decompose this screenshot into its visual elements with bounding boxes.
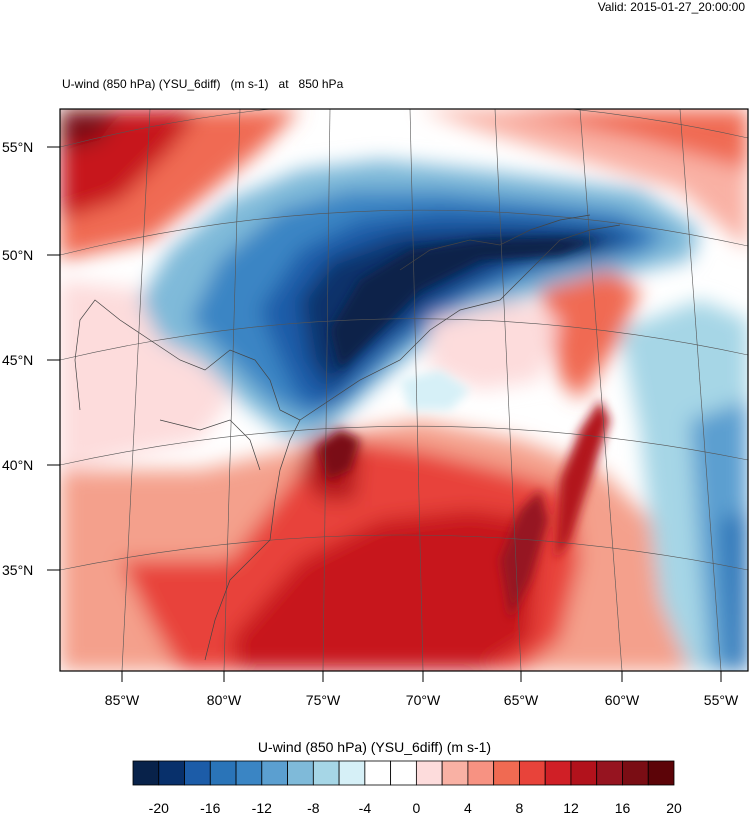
colorbar-tick-label: -16: [200, 800, 221, 816]
field-detail: [318, 238, 610, 620]
colorbar-box: [415, 760, 443, 786]
lon-label-80: 80°W: [207, 692, 242, 708]
map-title-field: U-wind (850 hPa) (YSU_6diff): [62, 77, 221, 91]
map-title-units: (m s-1): [230, 77, 269, 91]
longitude-line-75: [322, 109, 331, 671]
lon-label-65: 65°W: [504, 692, 539, 708]
longitude-line-85: [121, 109, 151, 671]
lon-ticks: [121, 671, 722, 682]
lat-label-45: 45°N: [2, 352, 33, 368]
colorbar-box: [544, 760, 572, 786]
colorbar-box: [287, 760, 314, 786]
colorbar-tick-label: 0: [412, 800, 421, 816]
colorbar-box: [209, 760, 237, 786]
colorbar: [132, 760, 675, 786]
longitude-line-65: [494, 109, 522, 671]
colorbar-box: [441, 760, 469, 786]
longitude-line-60: [579, 109, 623, 671]
lat-label-55: 55°N: [2, 139, 33, 155]
colorbar-tick-label: 4: [463, 800, 472, 816]
colorbar-box: [158, 760, 185, 786]
latitude-line-55: [60, 109, 748, 148]
coastlines: [74, 214, 621, 661]
latitude-line-40: [60, 425, 748, 466]
latitude-line-50: [60, 209, 748, 256]
map-frame: [59, 108, 749, 672]
colorbar-tick-label: -12: [251, 800, 272, 816]
colorbar-tick-label: 20: [666, 800, 682, 816]
colorbar-box: [622, 760, 649, 786]
valid-time: Valid: 2015-01-27_20:00:00: [597, 0, 745, 14]
latitude-line-45: [60, 318, 748, 361]
colorbar-tick-label: -8: [307, 800, 320, 816]
colorbar-box: [647, 760, 675, 786]
colorbar-box: [596, 760, 623, 786]
colorbar-tick-label: -4: [358, 800, 372, 816]
map-title: U-wind (850 hPa) (YSU_6diff) (m s-1) at 850…: [62, 77, 353, 91]
colorbar-box: [184, 760, 211, 786]
colorbar-tick-label: 16: [614, 800, 631, 816]
longitude-line-55: [679, 109, 722, 671]
colorbar-box: [338, 760, 366, 786]
colorbar-box: [467, 760, 495, 786]
lon-label-75: 75°W: [306, 692, 341, 708]
lon-label-85: 85°W: [105, 692, 140, 708]
lon-label-60: 60°W: [605, 692, 640, 708]
lat-label-50: 50°N: [2, 247, 33, 263]
wind-field: [60, 109, 748, 671]
colorbar-box: [519, 760, 546, 786]
longitude-line-70: [409, 109, 424, 671]
latitude-line-35: [60, 534, 748, 571]
colorbar-box: [364, 760, 392, 786]
colorbar-box: [390, 760, 417, 786]
colorbar-box: [493, 760, 520, 786]
map-title-at: at: [278, 77, 289, 91]
lat-label-40: 40°N: [2, 457, 33, 473]
colorbar-box: [261, 760, 288, 786]
lon-label-55: 55°W: [704, 692, 739, 708]
colorbar-tick-label: -20: [148, 800, 169, 816]
graticule: [60, 109, 748, 671]
colorbar-tick-label: 12: [563, 800, 579, 816]
colorbar-tick-label: 8: [515, 800, 524, 816]
colorbar-title: U-wind (850 hPa) (YSU_6diff) (m s-1): [257, 739, 492, 755]
longitude-line-80: [223, 109, 241, 671]
lat-label-35: 35°N: [2, 562, 33, 578]
lon-label-70: 70°W: [406, 692, 441, 708]
colorbar-box: [235, 760, 263, 786]
colorbar-box: [570, 760, 598, 786]
map-title-level: 850 hPa: [298, 77, 344, 91]
colorbar-box: [132, 760, 160, 786]
lat-ticks: [47, 146, 60, 571]
colorbar-box: [312, 760, 340, 786]
